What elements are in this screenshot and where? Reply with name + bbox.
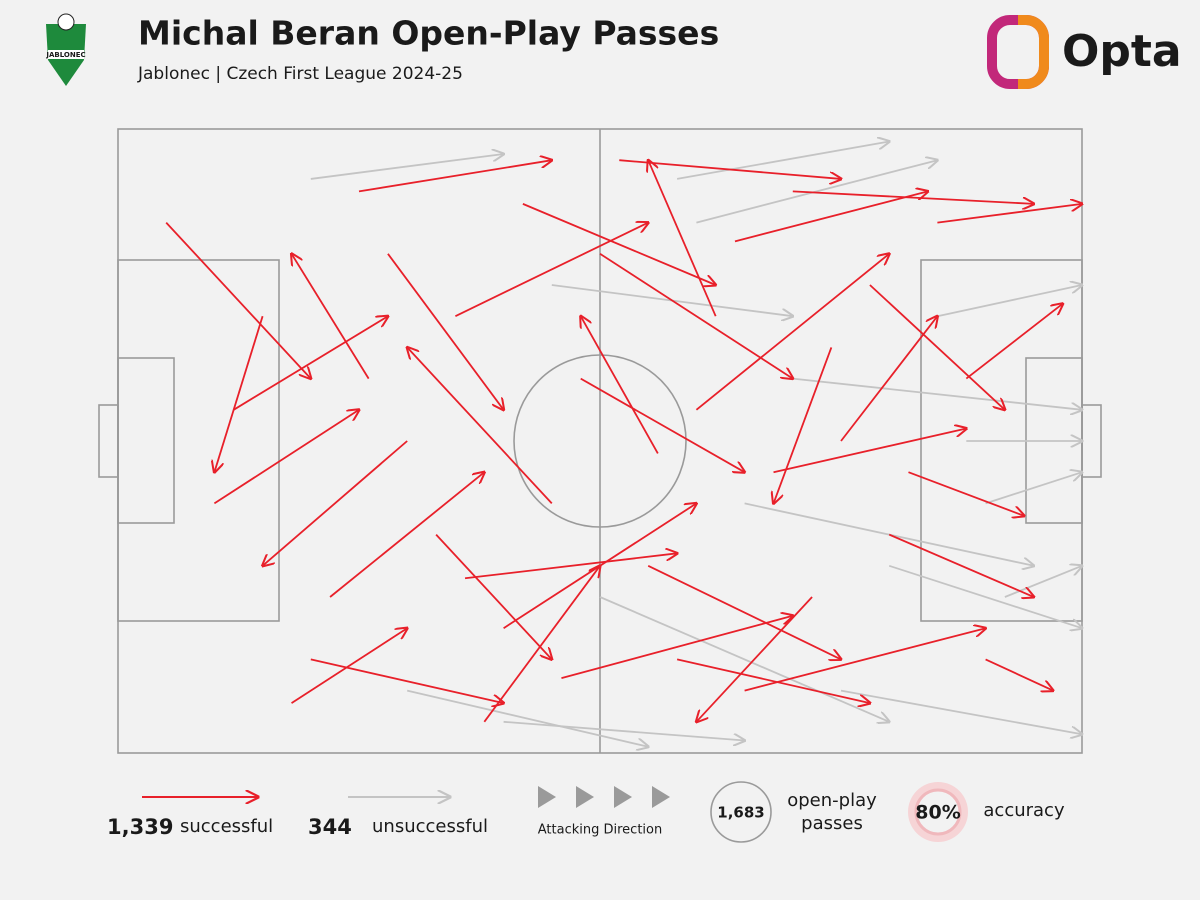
pass-arrow [580, 377, 745, 473]
pass-arrow [937, 285, 1082, 318]
pass-arrow [792, 190, 1034, 203]
pass-arrow [292, 254, 370, 380]
legend-label: unsuccessful [372, 816, 488, 837]
pass-arrow [840, 316, 937, 442]
brand-name: Opta [1062, 26, 1182, 77]
pass-arrow [291, 628, 408, 704]
pass-arrow [483, 566, 600, 723]
total-ring [710, 781, 772, 843]
pass-arrow [464, 553, 677, 580]
pass-arrow [869, 284, 1005, 410]
direction-label: Attacking Direction [538, 823, 662, 838]
pass-arrow [965, 304, 1062, 380]
pass-arrow [522, 203, 716, 285]
pass-arrow [358, 160, 552, 193]
pass-arrow [734, 191, 928, 243]
legend-label: successful [180, 816, 273, 837]
pass-arrow [599, 596, 889, 722]
pass-arrow [263, 440, 408, 566]
pass-arrow [329, 472, 484, 598]
pass-arrow [696, 160, 937, 224]
pass-arrow [937, 204, 1082, 224]
legend-count: 1,339 [107, 815, 173, 839]
pass-arrow [407, 347, 553, 505]
pass-arrow [165, 221, 311, 379]
chart-title: Michal Beran Open-Play Passes [138, 14, 719, 53]
pass-arrow [774, 347, 833, 503]
total-value: 1,683 [717, 804, 764, 822]
chart-subtitle: Jablonec | Czech First League 2024-25 [137, 64, 463, 84]
direction-arrows [538, 786, 670, 808]
pass-arrow [455, 223, 648, 318]
pass-arrow [840, 689, 1082, 735]
brand-logo: Opta [987, 15, 1182, 89]
legend: Attacking Direction 1,683 open-play pass… [107, 781, 1065, 843]
pass-arrow [744, 628, 986, 692]
pass-arrow [985, 658, 1053, 690]
pass-arrow [214, 315, 264, 472]
pass-arrow [1004, 566, 1082, 598]
pass-arrow [233, 316, 388, 411]
legend-count: 344 [308, 815, 352, 839]
pass-arrow [888, 564, 1082, 628]
pass-arrow [435, 533, 552, 660]
pass-arrow [387, 253, 504, 410]
passes [165, 141, 1082, 747]
total-label: open-play [787, 790, 877, 811]
team-badge: JABLONEC [45, 13, 86, 86]
pass-arrow [792, 377, 1082, 410]
accuracy-label: accuracy [983, 800, 1065, 821]
pass-arrow [985, 472, 1082, 505]
pass-arrow [213, 410, 359, 505]
pass-arrow [406, 689, 648, 747]
accuracy-ring [914, 788, 962, 836]
pass-arrow [676, 141, 889, 180]
pass-arrow [773, 429, 967, 474]
pass-arrow [908, 471, 1024, 516]
pass-arrow [888, 533, 1034, 597]
accuracy-value: 80% [915, 802, 960, 824]
pass-arrow [310, 154, 504, 180]
pass-arrow [561, 616, 792, 679]
pass-arrow [310, 658, 504, 703]
badge-text: JABLONEC [45, 51, 85, 59]
pass-arrow [581, 316, 659, 454]
pass-arrow [676, 658, 870, 703]
total-label: passes [801, 813, 863, 834]
pass-arrow [503, 720, 745, 741]
pass-arrow [619, 159, 841, 179]
pass-arrow [648, 160, 717, 317]
pass-arrow [647, 564, 841, 660]
pass-arrow [695, 254, 889, 411]
